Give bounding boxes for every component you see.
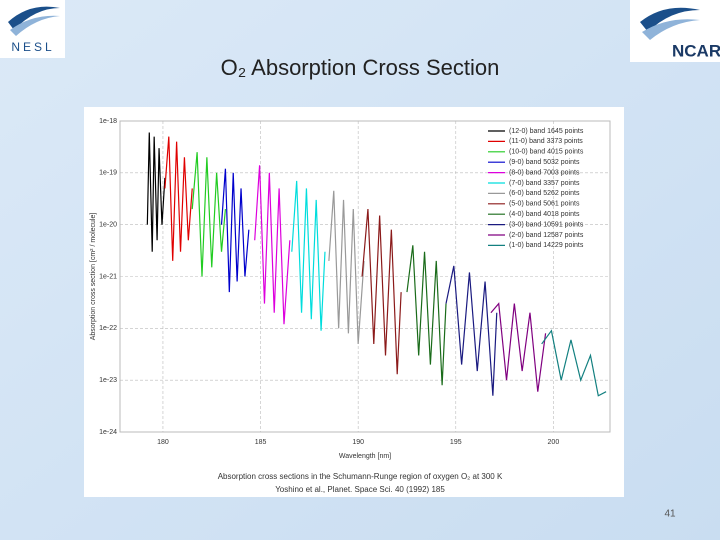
legend-label: (6-0) band 5262 points — [509, 190, 580, 197]
x-axis-label: Wavelength [nm] — [339, 453, 391, 460]
nesl-logo: NESL — [0, 0, 65, 58]
band-line — [146, 132, 166, 252]
band-line — [445, 265, 498, 396]
caption: Absorption cross sections in the Schuman… — [218, 472, 503, 481]
band-line — [406, 245, 447, 386]
legend-label: (10-0) band 4015 points — [509, 149, 584, 156]
y-axis-label: Absorption cross section [cm² / molecule… — [90, 213, 97, 341]
legend-label: (4-0) band 4018 points — [509, 211, 580, 218]
y-tick-label: 1e-23 — [99, 377, 117, 384]
legend-label: (3-0) band 10591 points — [509, 221, 584, 228]
band-line — [254, 165, 291, 325]
band-line — [291, 180, 326, 331]
legend-label: (9-0) band 5032 points — [509, 159, 580, 166]
logo-text: NCAR — [672, 41, 720, 60]
legend-label: (8-0) band 7003 points — [509, 169, 580, 176]
y-tick-label: 1e-24 — [99, 429, 117, 436]
logo-text: NESL — [11, 40, 54, 54]
band-line — [328, 190, 365, 344]
band-line — [541, 329, 607, 397]
x-tick-label: 180 — [157, 439, 169, 446]
legend-label: (1-0) band 14229 points — [509, 242, 584, 249]
x-tick-label: 200 — [548, 439, 560, 446]
band-line — [164, 136, 193, 261]
band-line — [490, 302, 547, 392]
y-tick-label: 1e-18 — [99, 118, 117, 125]
legend-label: (7-0) band 3357 points — [509, 180, 580, 187]
y-tick-label: 1e-21 — [99, 273, 117, 280]
band-line — [361, 209, 402, 375]
page-number: 41 — [664, 509, 676, 520]
y-tick-label: 1e-22 — [99, 325, 117, 332]
x-tick-label: 190 — [352, 439, 364, 446]
legend-label: (5-0) band 5061 points — [509, 201, 580, 208]
y-tick-label: 1e-19 — [99, 170, 117, 177]
ncar-logo: NCAR — [630, 0, 720, 62]
caption: Yoshino et al., Planet. Space Sci. 40 (1… — [275, 485, 445, 494]
legend-label: (12-0) band 1645 points — [509, 128, 584, 135]
slide-title: O₂ Absorption Cross Section — [221, 55, 500, 80]
y-tick-label: 1e-20 — [99, 222, 117, 229]
band-line — [220, 168, 250, 293]
x-tick-label: 185 — [255, 439, 267, 446]
legend-label: (2-0) band 12587 points — [509, 232, 584, 239]
band-line — [191, 152, 227, 277]
legend-label: (11-0) band 3373 points — [509, 138, 583, 145]
x-tick-label: 195 — [450, 439, 462, 446]
